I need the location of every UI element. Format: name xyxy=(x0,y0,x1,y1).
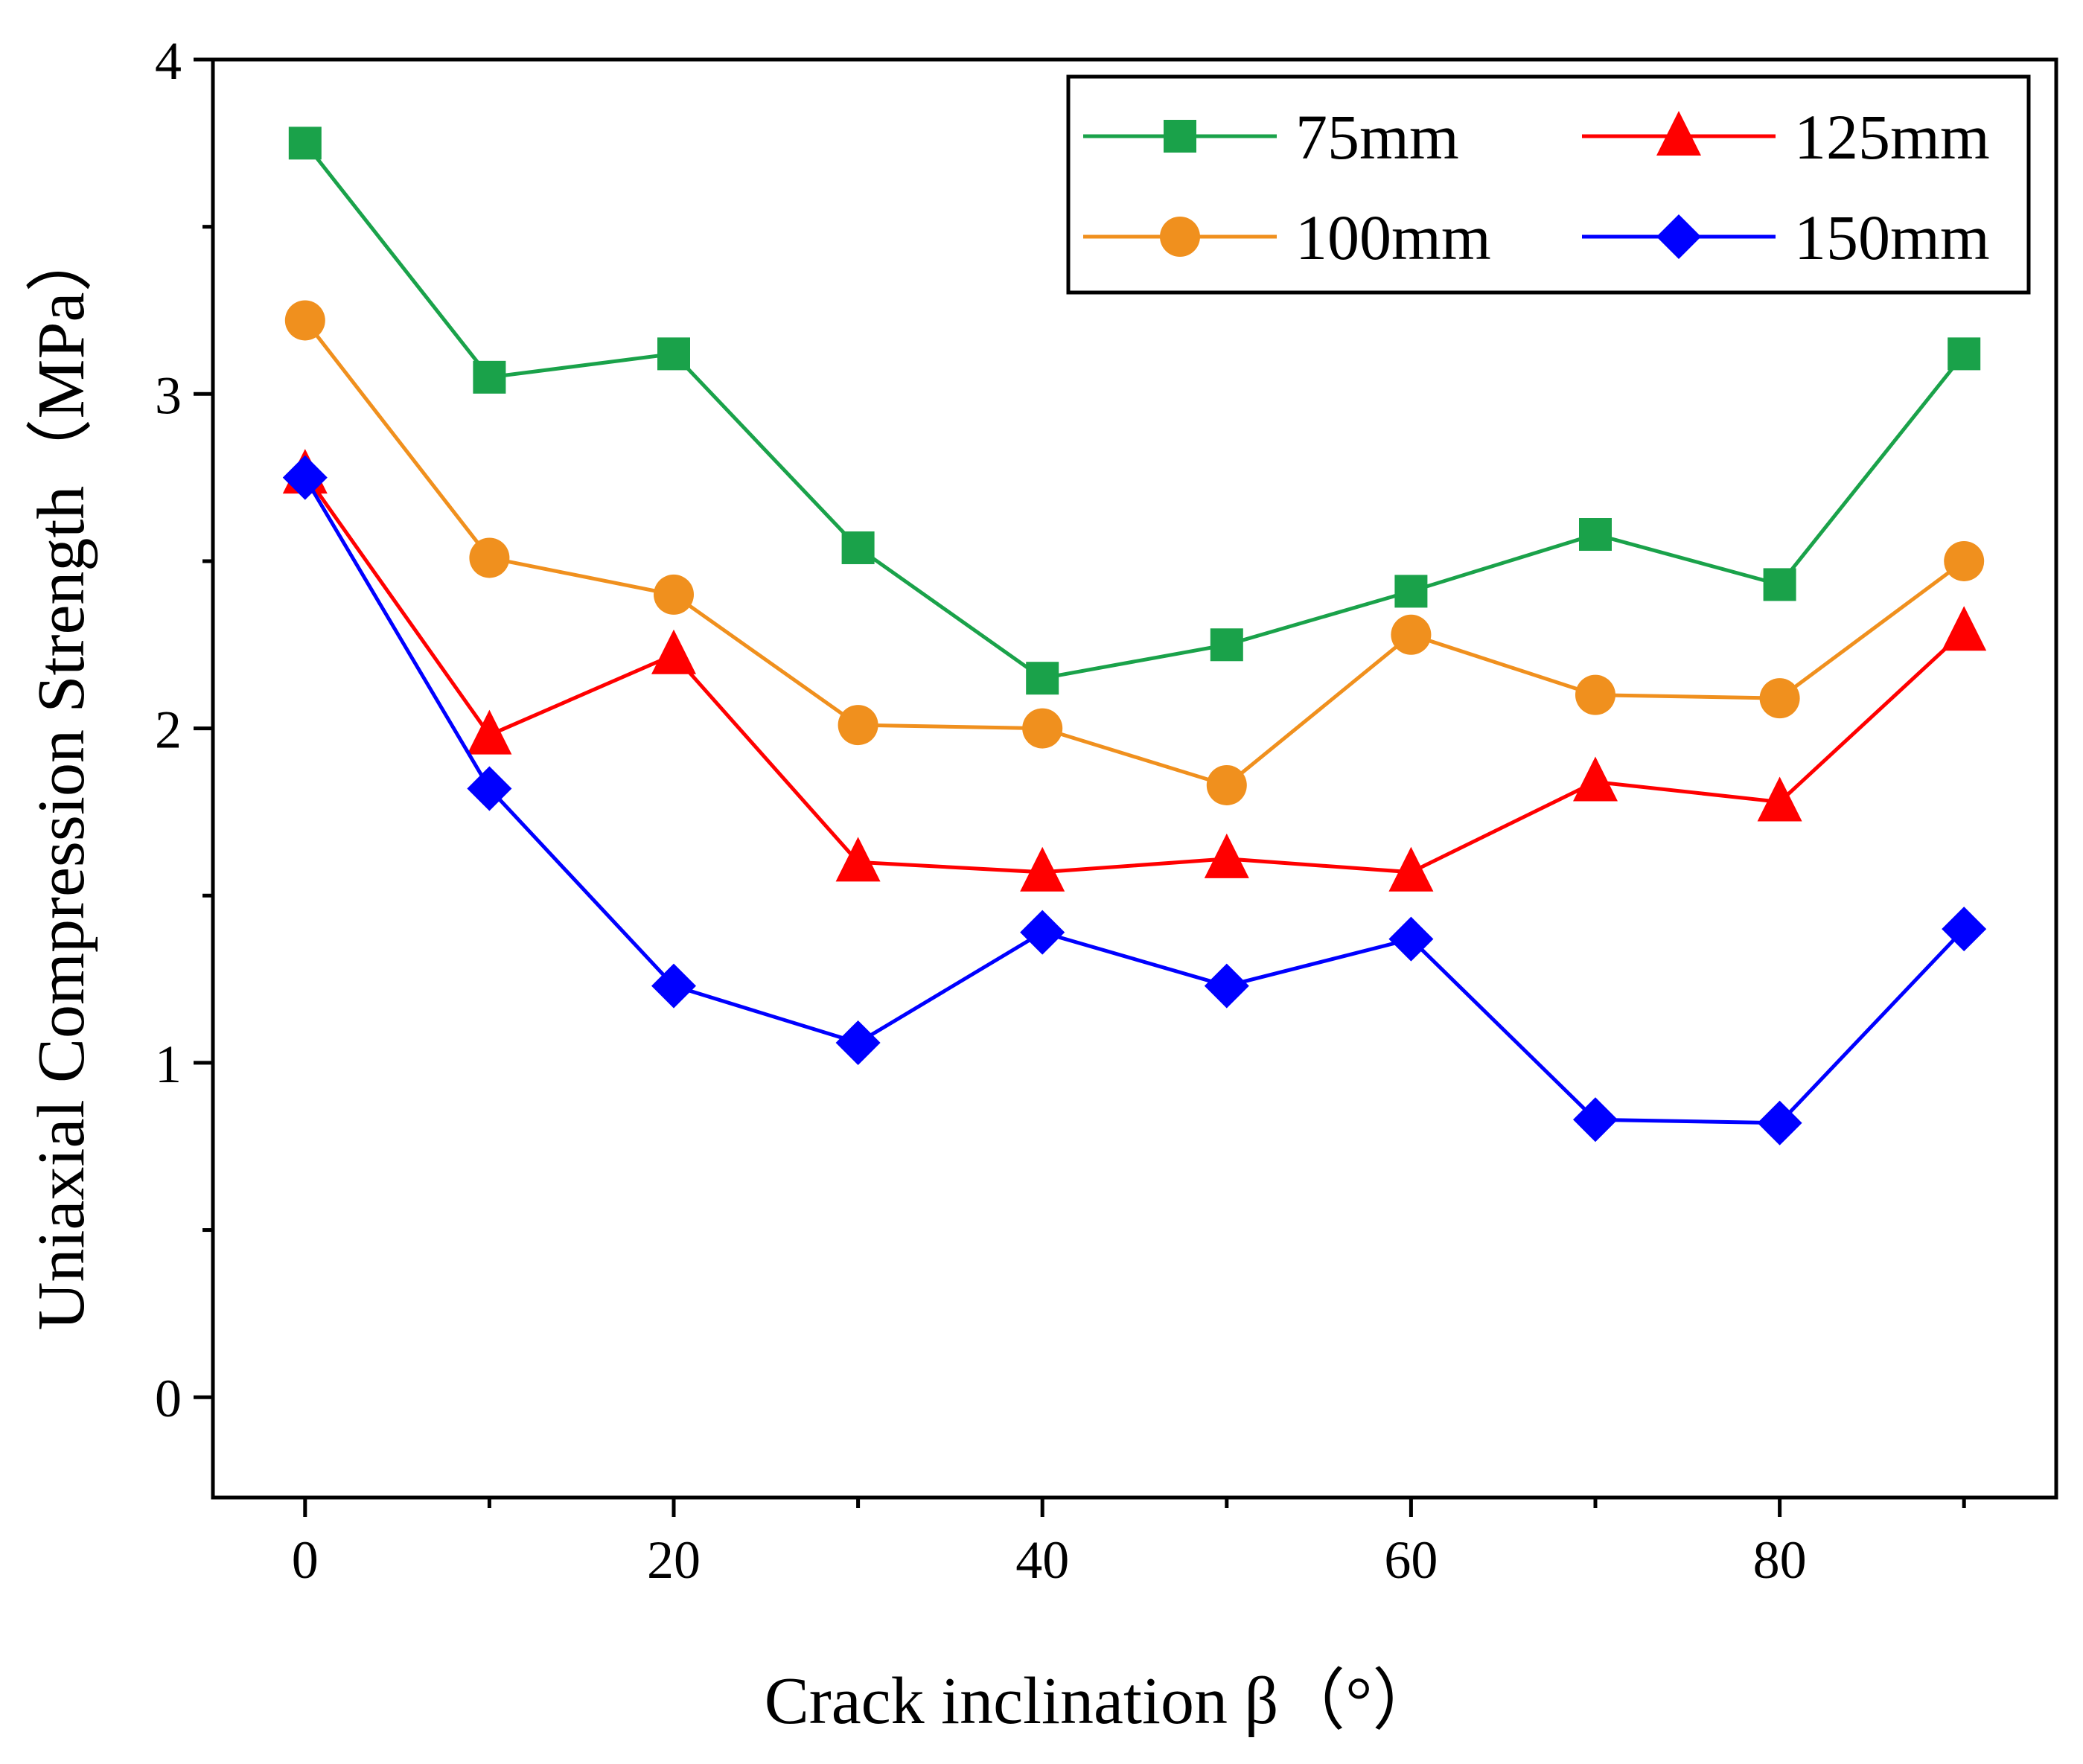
data-point xyxy=(469,537,510,578)
data-point xyxy=(1948,337,1981,371)
series-line-75mm xyxy=(303,141,1966,680)
data-point xyxy=(467,766,512,811)
series-line-100mm xyxy=(303,319,1965,787)
data-point xyxy=(651,963,696,1009)
legend-marker xyxy=(1656,214,1701,259)
x-tick-label: 0 xyxy=(292,1530,319,1590)
data-point xyxy=(654,574,694,615)
data-point xyxy=(1763,568,1796,601)
data-point xyxy=(657,337,690,371)
data-point xyxy=(835,837,881,882)
data-point xyxy=(1391,614,1432,655)
data-point xyxy=(1757,1100,1802,1145)
legend-marker xyxy=(1656,111,1701,156)
data-point xyxy=(1573,1097,1618,1143)
series-75mm xyxy=(288,127,1981,695)
legend-marker xyxy=(1160,217,1200,257)
data-point xyxy=(651,629,696,674)
data-point xyxy=(1573,756,1618,802)
data-point xyxy=(288,127,322,160)
plot-frame xyxy=(211,57,2058,1500)
data-point xyxy=(1757,776,1802,822)
data-point xyxy=(1206,764,1247,805)
data-point xyxy=(1942,907,1987,952)
series-125mm xyxy=(282,449,1987,892)
data-point xyxy=(1388,846,1434,892)
data-point xyxy=(1388,916,1434,962)
data-point xyxy=(841,531,875,564)
y-tick-label: 1 xyxy=(155,1035,182,1094)
legend-label: 150mm xyxy=(1794,202,1990,273)
legend-label: 100mm xyxy=(1295,202,1491,273)
series-150mm xyxy=(282,455,1987,1145)
data-point xyxy=(1022,708,1063,749)
y-tick-label: 0 xyxy=(155,1369,182,1428)
x-tick-label: 40 xyxy=(1015,1530,1069,1590)
data-point xyxy=(473,360,506,394)
data-point xyxy=(1020,846,1065,892)
data-point xyxy=(1204,833,1249,878)
axes: 0 20 40 60 80 0 1 2 3 4 xyxy=(155,31,2058,1590)
data-point xyxy=(1944,540,1985,581)
legend-label: 75mm xyxy=(1295,101,1459,173)
data-point xyxy=(1020,910,1065,955)
plot-area xyxy=(282,127,1987,1145)
series-line-125mm xyxy=(303,473,1965,875)
data-point xyxy=(467,709,512,755)
data-point xyxy=(284,300,325,341)
x-axis-title: Crack inclination β（°） xyxy=(765,1664,1440,1738)
legend-item: 75mm xyxy=(1083,101,1459,173)
data-point xyxy=(1942,606,1987,651)
data-point xyxy=(1394,575,1428,608)
legend-label: 125mm xyxy=(1794,101,1990,173)
data-point xyxy=(1026,662,1059,695)
y-tick-label: 4 xyxy=(155,31,182,91)
data-point xyxy=(838,705,878,746)
y-axis-title: Uniaxial Compression Strength（MPa） xyxy=(25,226,98,1331)
legend-box xyxy=(1066,74,2031,295)
legend-item: 125mm xyxy=(1582,101,1990,173)
x-tick-label: 20 xyxy=(647,1530,701,1590)
y-tick-label: 2 xyxy=(155,700,182,760)
series-line-150mm xyxy=(303,476,1966,1125)
y-tick-label: 3 xyxy=(155,365,182,425)
legend-item: 150mm xyxy=(1582,202,1990,273)
data-point xyxy=(1579,518,1612,552)
legend-item: 100mm xyxy=(1083,202,1491,273)
legend: 75mm 100mm 125mm 150mm xyxy=(1066,74,2031,295)
legend-marker xyxy=(1164,120,1196,153)
x-tick-label: 60 xyxy=(1384,1530,1438,1590)
data-point xyxy=(282,455,328,500)
series-100mm xyxy=(284,300,1985,805)
data-point xyxy=(1204,963,1249,1009)
data-point xyxy=(1759,678,1800,719)
data-point xyxy=(835,1020,881,1065)
data-point xyxy=(1575,674,1615,715)
x-tick-label: 80 xyxy=(1753,1530,1807,1590)
data-point xyxy=(1210,628,1243,662)
